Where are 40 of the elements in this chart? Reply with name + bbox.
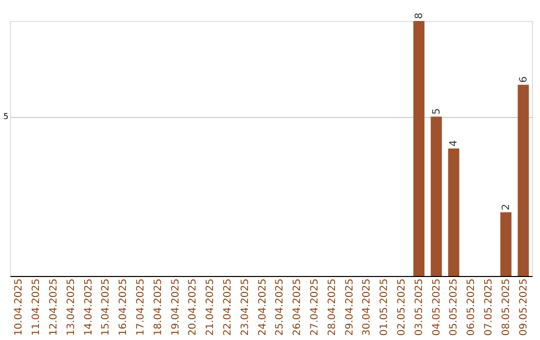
x-tick-label: 30.04.2025 (362, 278, 373, 336)
x-tick-label: 07.05.2025 (484, 278, 494, 336)
x-tick-label: 24.04.2025 (257, 278, 268, 336)
bar (430, 116, 442, 276)
data-label: 5 (431, 108, 442, 115)
x-tick-label: 08.05.2025 (500, 278, 512, 336)
bar (500, 212, 512, 276)
data-label: 8 (414, 12, 425, 19)
x-tick-label: 02.05.2025 (396, 278, 408, 336)
x-tick-label: 28.04.2025 (326, 278, 338, 336)
x-tick-label: 25.04.2025 (274, 278, 286, 336)
x-tick-label: 14.04.2025 (83, 278, 94, 336)
x-tick-label: 22.04.2025 (222, 278, 234, 336)
x-tick-label: 21.04.2025 (205, 278, 216, 336)
x-tick-label: 04.05.2025 (431, 278, 442, 336)
x-tick-label: 18.04.2025 (152, 278, 164, 336)
x-tick-label: 19.04.2025 (170, 278, 182, 336)
data-label: 6 (518, 76, 530, 83)
data-label: 2 (500, 204, 512, 210)
x-tick-label: 17.04.2025 (136, 278, 146, 336)
bar (413, 21, 424, 276)
x-tick-label: 26.04.2025 (292, 278, 304, 336)
x-tick-label: 03.05.2025 (414, 278, 425, 336)
x-tick-label: 01.05.2025 (379, 278, 390, 336)
x-tick-label: 05.05.2025 (448, 278, 460, 336)
x-tick-label: 11.04.2025 (31, 278, 42, 336)
x-tick-label: 06.05.2025 (466, 278, 478, 336)
x-tick-label: 12.04.2025 (48, 278, 60, 336)
x-tick-label: 10.04.2025 (14, 278, 25, 336)
x-tick-label: 29.04.2025 (344, 278, 356, 336)
bar (518, 84, 529, 276)
x-tick-label: 13.04.2025 (66, 278, 77, 336)
x-tick-label: 27.04.2025 (310, 278, 320, 336)
x-tick-label: 16.04.2025 (118, 278, 130, 336)
data-label: 4 (448, 140, 460, 146)
x-tick-label: 23.04.2025 (240, 278, 251, 336)
x-tick-label: 20.04.2025 (188, 278, 199, 336)
bar (448, 148, 460, 276)
x-tick-label: 09.05.2025 (518, 278, 530, 336)
x-tick-label: 15.04.2025 (100, 278, 112, 336)
